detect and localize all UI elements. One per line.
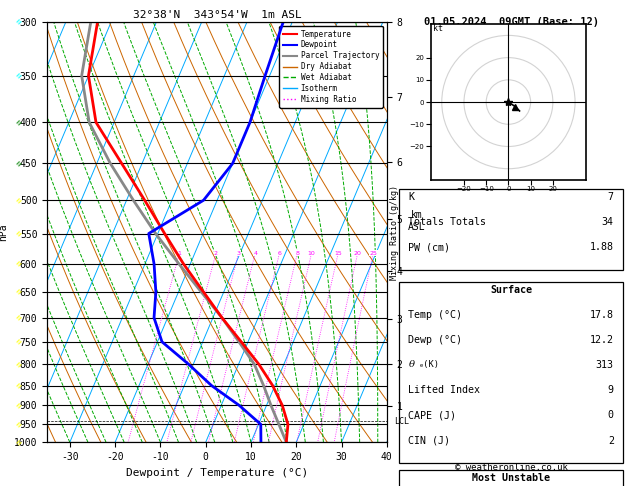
Text: Temp (°C): Temp (°C) — [408, 310, 462, 320]
Text: kt: kt — [433, 24, 443, 33]
Text: 313: 313 — [596, 360, 614, 370]
Text: ₑ(K): ₑ(K) — [418, 360, 440, 369]
Text: Most Unstable: Most Unstable — [472, 472, 550, 483]
Text: ≡: ≡ — [14, 229, 23, 238]
Text: Dewp (°C): Dewp (°C) — [408, 335, 462, 345]
Text: 8: 8 — [296, 251, 299, 256]
Text: ≡: ≡ — [14, 71, 23, 80]
Text: ≡: ≡ — [14, 420, 23, 429]
Text: Lifted Index: Lifted Index — [408, 385, 481, 395]
Text: 34: 34 — [602, 217, 614, 227]
Text: CAPE (J): CAPE (J) — [408, 411, 457, 420]
Text: 1: 1 — [177, 251, 181, 256]
Text: ≡: ≡ — [14, 288, 23, 296]
Text: ≡: ≡ — [14, 438, 23, 447]
Text: 1.88: 1.88 — [590, 242, 614, 252]
Text: 12.2: 12.2 — [590, 335, 614, 345]
Text: 2: 2 — [608, 435, 614, 446]
Title: 32°38'N  343°54'W  1m ASL: 32°38'N 343°54'W 1m ASL — [133, 10, 301, 20]
Text: LCL: LCL — [394, 417, 409, 426]
Text: ≡: ≡ — [14, 159, 23, 168]
Text: 4: 4 — [253, 251, 257, 256]
Text: ≡: ≡ — [14, 118, 23, 126]
Text: CIN (J): CIN (J) — [408, 435, 450, 446]
Text: ≡: ≡ — [14, 360, 23, 368]
Text: Totals Totals: Totals Totals — [408, 217, 486, 227]
Text: θ: θ — [408, 360, 415, 369]
Text: Surface: Surface — [490, 284, 532, 295]
Y-axis label: km
ASL: km ASL — [408, 210, 425, 232]
Text: 6: 6 — [277, 251, 281, 256]
Text: ≡: ≡ — [14, 401, 23, 410]
Legend: Temperature, Dewpoint, Parcel Trajectory, Dry Adiabat, Wet Adiabat, Isotherm, Mi: Temperature, Dewpoint, Parcel Trajectory… — [279, 26, 383, 108]
Text: 15: 15 — [334, 251, 342, 256]
Text: 25: 25 — [369, 251, 377, 256]
Text: ≡: ≡ — [14, 260, 23, 268]
Y-axis label: hPa: hPa — [0, 223, 8, 241]
Text: 3: 3 — [237, 251, 240, 256]
Bar — [399, 190, 623, 270]
Text: K: K — [408, 191, 415, 202]
Text: 0: 0 — [608, 411, 614, 420]
Text: 10: 10 — [308, 251, 315, 256]
Text: ≡: ≡ — [14, 382, 23, 390]
Text: 9: 9 — [608, 385, 614, 395]
Text: PW (cm): PW (cm) — [408, 242, 450, 252]
Bar — [399, 282, 623, 463]
Text: 7: 7 — [608, 191, 614, 202]
Text: ≡: ≡ — [14, 196, 23, 205]
Text: 20: 20 — [353, 251, 362, 256]
Bar — [399, 470, 623, 486]
Text: 17.8: 17.8 — [590, 310, 614, 320]
X-axis label: Dewpoint / Temperature (°C): Dewpoint / Temperature (°C) — [126, 468, 308, 478]
Text: 2: 2 — [214, 251, 218, 256]
Text: Mixing Ratio (g/kg): Mixing Ratio (g/kg) — [390, 185, 399, 279]
Text: 01.05.2024  09GMT (Base: 12): 01.05.2024 09GMT (Base: 12) — [423, 17, 599, 27]
Text: ≡: ≡ — [14, 313, 23, 322]
Text: © weatheronline.co.uk: © weatheronline.co.uk — [455, 463, 567, 471]
Text: ≡: ≡ — [14, 17, 23, 26]
Text: ≡: ≡ — [14, 338, 23, 346]
